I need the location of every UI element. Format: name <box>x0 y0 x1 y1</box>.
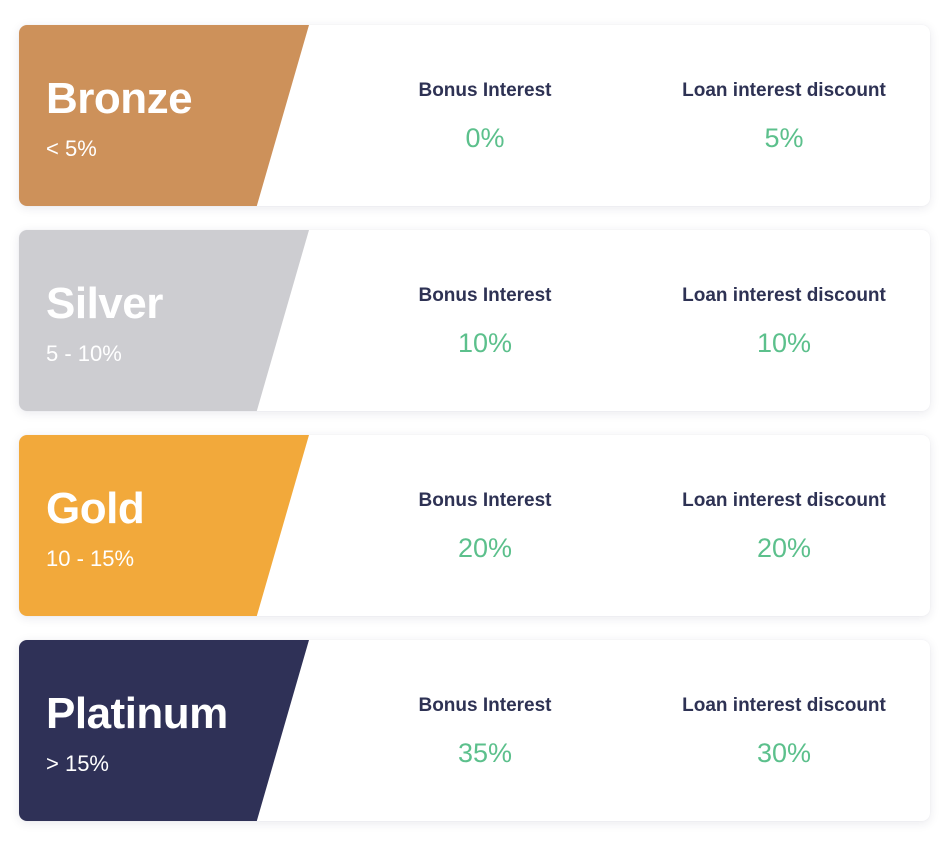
tier-card-bronze: Bronze < 5% Bonus Interest 0% Loan inter… <box>19 25 930 206</box>
loan-discount-value: 10% <box>756 328 812 358</box>
loan-discount-stat: Loan interest discount 10% <box>659 286 909 357</box>
bonus-interest-value: 10% <box>457 328 513 358</box>
tier-range: 5 - 10% <box>46 341 122 366</box>
tier-name: Bronze <box>46 74 193 123</box>
bonus-interest-stat: Bonus Interest 0% <box>360 81 610 152</box>
tier-name: Gold <box>46 484 145 533</box>
bonus-interest-value: 20% <box>457 533 513 563</box>
tier-badge <box>19 435 309 616</box>
tier-name: Silver <box>46 279 163 328</box>
tier-range: 10 - 15% <box>46 546 135 571</box>
tier-badge <box>19 25 309 206</box>
bonus-interest-stat: Bonus Interest 10% <box>360 286 610 357</box>
bonus-interest-value: 0% <box>465 123 505 153</box>
bonus-interest-stat: Bonus Interest 20% <box>360 491 610 562</box>
loan-discount-stat: Loan interest discount 20% <box>659 491 909 562</box>
loan-discount-value: 20% <box>756 533 812 563</box>
loan-discount-label: Loan interest discount <box>682 695 886 716</box>
loan-discount-value: 5% <box>764 123 804 153</box>
tier-range: < 5% <box>46 136 97 161</box>
loan-discount-value: 30% <box>756 738 812 768</box>
loan-discount-stat: Loan interest discount 5% <box>659 81 909 152</box>
bonus-interest-label: Bonus Interest <box>418 490 552 511</box>
tier-card-silver: Silver 5 - 10% Bonus Interest 10% Loan i… <box>19 230 930 411</box>
tier-card-platinum: Platinum > 15% Bonus Interest 35% Loan i… <box>19 640 930 821</box>
bonus-interest-stat: Bonus Interest 35% <box>360 696 610 767</box>
tier-badge <box>19 640 309 821</box>
loan-discount-label: Loan interest discount <box>682 285 886 306</box>
bonus-interest-value: 35% <box>457 738 513 768</box>
loan-discount-label: Loan interest discount <box>682 80 886 101</box>
bonus-interest-label: Bonus Interest <box>418 80 552 101</box>
tier-list: Bronze < 5% Bonus Interest 0% Loan inter… <box>19 25 930 845</box>
bonus-interest-label: Bonus Interest <box>418 695 552 716</box>
bonus-interest-label: Bonus Interest <box>418 285 552 306</box>
tier-card-gold: Gold 10 - 15% Bonus Interest 20% Loan in… <box>19 435 930 616</box>
tier-range: > 15% <box>46 751 109 776</box>
tier-badge <box>19 230 309 411</box>
loan-discount-label: Loan interest discount <box>682 490 886 511</box>
tier-name: Platinum <box>46 689 228 738</box>
loan-discount-stat: Loan interest discount 30% <box>659 696 909 767</box>
